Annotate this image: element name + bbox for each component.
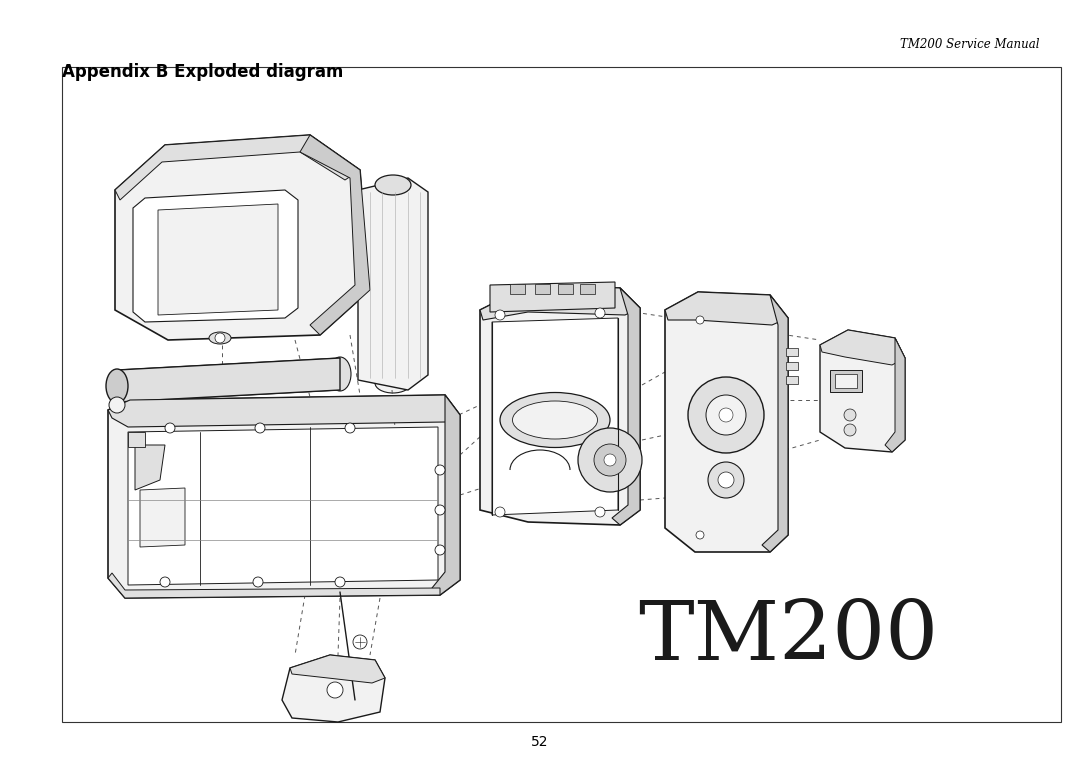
- Polygon shape: [762, 295, 788, 552]
- Polygon shape: [820, 330, 905, 365]
- Circle shape: [718, 472, 734, 488]
- Circle shape: [688, 377, 764, 453]
- Circle shape: [495, 310, 505, 320]
- Text: 52: 52: [531, 735, 549, 749]
- Bar: [835, 374, 858, 388]
- Bar: [786, 362, 798, 370]
- Text: Appendix B Exploded diagram: Appendix B Exploded diagram: [62, 63, 343, 81]
- Circle shape: [594, 444, 626, 476]
- Polygon shape: [140, 488, 185, 547]
- Polygon shape: [612, 288, 640, 525]
- Bar: [62, 67, 1061, 722]
- Ellipse shape: [329, 357, 351, 391]
- Circle shape: [719, 408, 733, 422]
- Ellipse shape: [106, 369, 129, 403]
- Polygon shape: [114, 135, 360, 200]
- Polygon shape: [108, 395, 460, 427]
- Bar: [535, 284, 550, 294]
- Polygon shape: [357, 178, 428, 390]
- Ellipse shape: [500, 392, 610, 448]
- Bar: [558, 284, 573, 294]
- Bar: [786, 348, 798, 356]
- Bar: [786, 376, 798, 384]
- Circle shape: [435, 465, 445, 475]
- Polygon shape: [114, 135, 370, 340]
- Circle shape: [165, 423, 175, 433]
- Text: TM200: TM200: [638, 597, 939, 677]
- Circle shape: [335, 577, 345, 587]
- Polygon shape: [117, 358, 340, 402]
- Polygon shape: [133, 190, 298, 322]
- Circle shape: [253, 577, 264, 587]
- Polygon shape: [492, 318, 618, 515]
- Polygon shape: [885, 338, 905, 452]
- Circle shape: [706, 395, 746, 435]
- Bar: [510, 284, 525, 294]
- Polygon shape: [820, 330, 905, 452]
- Ellipse shape: [375, 373, 411, 393]
- Circle shape: [327, 682, 343, 698]
- Polygon shape: [665, 292, 788, 325]
- Circle shape: [255, 423, 265, 433]
- Circle shape: [578, 428, 642, 492]
- Polygon shape: [129, 427, 438, 585]
- Ellipse shape: [513, 401, 597, 439]
- Polygon shape: [665, 292, 788, 552]
- Polygon shape: [432, 395, 460, 595]
- Circle shape: [696, 316, 704, 324]
- Circle shape: [435, 505, 445, 515]
- Polygon shape: [108, 395, 460, 598]
- Polygon shape: [282, 655, 384, 722]
- Circle shape: [345, 423, 355, 433]
- Circle shape: [843, 409, 856, 421]
- Circle shape: [435, 545, 445, 555]
- Ellipse shape: [210, 332, 231, 344]
- Circle shape: [353, 635, 367, 649]
- Polygon shape: [480, 285, 640, 320]
- Circle shape: [160, 577, 170, 587]
- Polygon shape: [135, 445, 165, 490]
- Polygon shape: [158, 204, 278, 315]
- Circle shape: [843, 424, 856, 436]
- Circle shape: [495, 507, 505, 517]
- Bar: [580, 284, 595, 294]
- Circle shape: [109, 397, 125, 413]
- Polygon shape: [300, 135, 370, 335]
- Circle shape: [215, 333, 225, 343]
- Text: TM200 Service Manual: TM200 Service Manual: [901, 38, 1040, 51]
- Bar: [831, 370, 862, 392]
- Circle shape: [595, 507, 605, 517]
- Polygon shape: [108, 573, 440, 598]
- Circle shape: [696, 531, 704, 539]
- Circle shape: [604, 454, 616, 466]
- Circle shape: [708, 462, 744, 498]
- Polygon shape: [490, 282, 615, 312]
- Polygon shape: [480, 285, 640, 525]
- Polygon shape: [291, 655, 384, 683]
- Ellipse shape: [375, 175, 411, 195]
- Polygon shape: [129, 432, 145, 447]
- Circle shape: [595, 308, 605, 318]
